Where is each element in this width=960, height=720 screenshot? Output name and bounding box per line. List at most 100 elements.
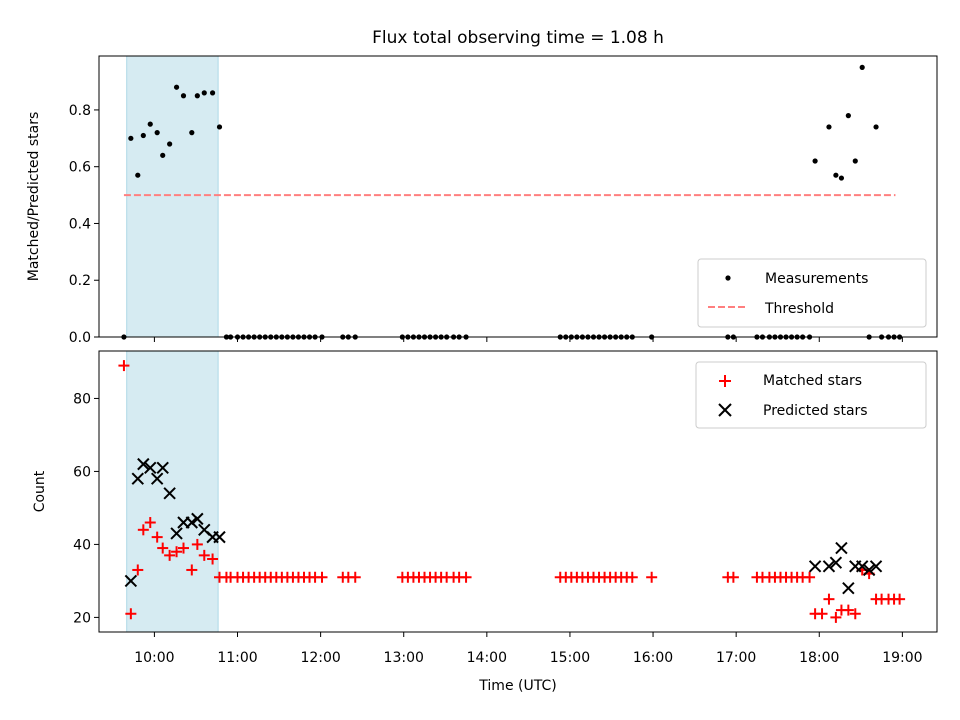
matched-star-point bbox=[804, 571, 816, 583]
measurement-point bbox=[201, 90, 207, 96]
y-tick-label: 0.2 bbox=[69, 273, 91, 289]
measurement-point bbox=[859, 64, 865, 70]
predicted-star-point bbox=[131, 472, 144, 485]
matched-star-point bbox=[125, 608, 137, 620]
predicted-star-point bbox=[185, 516, 199, 529]
x-tick-label: 19:00 bbox=[882, 650, 922, 666]
bottom-y-axis-label: Count bbox=[32, 470, 48, 512]
predicted-star-point bbox=[808, 560, 822, 573]
measurement-point bbox=[852, 158, 858, 164]
top-observing-interval-shade bbox=[126, 55, 219, 338]
top-panel: 0.00.20.40.60.8 Matched/Predicted stars … bbox=[26, 55, 938, 346]
predicted-star-point bbox=[213, 530, 226, 544]
top-legend-box bbox=[697, 258, 927, 328]
measurement-point bbox=[147, 121, 153, 127]
x-tick-label: 10:00 bbox=[134, 650, 174, 666]
matched-star-point bbox=[316, 571, 328, 583]
chart-title: Flux total observing time = 1.08 h bbox=[372, 28, 664, 48]
x-tick-label: 15:00 bbox=[550, 650, 590, 666]
measurement-point bbox=[160, 152, 166, 158]
y-tick-label: 0.0 bbox=[69, 330, 91, 346]
bottom-legend: Matched stars Predicted stars bbox=[695, 361, 927, 429]
matched-star-point bbox=[646, 571, 658, 583]
bottom-y-ticks: 20 40 60 80 bbox=[73, 391, 99, 626]
matched-star-point bbox=[894, 593, 906, 605]
legend-measurements-label: Measurements bbox=[765, 271, 868, 287]
y-tick-label: 80 bbox=[73, 391, 91, 407]
matched-star-point bbox=[164, 549, 176, 561]
y-tick-label: 0.8 bbox=[69, 103, 91, 119]
predicted-star-point bbox=[150, 472, 164, 485]
matched-star-point bbox=[177, 542, 189, 554]
top-legend: Measurements Threshold bbox=[697, 258, 927, 328]
predicted-star-point bbox=[835, 541, 848, 555]
y-tick-label: 0.6 bbox=[69, 160, 91, 176]
matched-star-point bbox=[118, 360, 130, 372]
measurement-point bbox=[140, 132, 146, 139]
predicted-star-point bbox=[170, 527, 183, 540]
predicted-star-point bbox=[822, 560, 836, 573]
bottom-x-ticks: 10:00 11:00 12:00 13:00 14:00 15:00 16:00 17:00… bbox=[134, 632, 923, 666]
measurement-point bbox=[180, 93, 187, 99]
predicted-star-point bbox=[144, 461, 157, 474]
measurement-point bbox=[845, 113, 851, 119]
matched-star-point bbox=[157, 542, 169, 554]
legend-threshold-label: Threshold bbox=[764, 301, 834, 317]
measurement-point bbox=[833, 172, 839, 178]
matched-star-point bbox=[186, 564, 198, 576]
x-tick-label: 17:00 bbox=[716, 650, 756, 666]
y-tick-label: 40 bbox=[73, 537, 91, 553]
measurement-point bbox=[873, 124, 879, 130]
top-y-ticks: 0.0 0.2 0.4 0.6 0.8 bbox=[69, 103, 99, 346]
y-tick-label: 20 bbox=[73, 610, 91, 626]
legend-predicted-marker bbox=[718, 403, 732, 417]
measurement-point bbox=[173, 84, 180, 90]
predicted-star-point bbox=[869, 560, 883, 573]
predicted-star-point bbox=[163, 487, 176, 500]
matched-star-point bbox=[207, 553, 219, 565]
matched-star-point bbox=[144, 517, 156, 529]
matched-star-point bbox=[626, 571, 638, 583]
matched-star-point bbox=[198, 549, 210, 561]
measurement-point bbox=[189, 130, 195, 136]
measurement-point bbox=[135, 172, 141, 178]
y-tick-label: 60 bbox=[73, 464, 91, 480]
x-tick-label: 18:00 bbox=[799, 650, 839, 666]
top-x-ticks bbox=[153, 337, 903, 342]
x-axis-label: Time (UTC) bbox=[478, 678, 556, 694]
matched-star-point bbox=[132, 564, 144, 576]
x-tick-label: 14:00 bbox=[467, 650, 507, 666]
legend-matched-marker bbox=[719, 375, 731, 387]
matched-star-point bbox=[191, 538, 203, 550]
x-tick-label: 13:00 bbox=[384, 650, 424, 666]
matched-star-point bbox=[349, 571, 361, 583]
x-tick-label: 12:00 bbox=[300, 650, 340, 666]
bottom-axes-frame bbox=[98, 350, 938, 633]
matched-star-point bbox=[816, 608, 828, 620]
matched-star-point bbox=[460, 571, 472, 583]
measurement-point bbox=[194, 93, 200, 99]
legend-matched-label: Matched stars bbox=[763, 373, 862, 389]
matched-star-point bbox=[137, 524, 149, 536]
matched-star-point bbox=[171, 546, 183, 558]
bottom-legend-box bbox=[695, 361, 927, 429]
x-tick-label: 11:00 bbox=[217, 650, 257, 666]
measurement-point bbox=[826, 124, 832, 130]
x-tick-label: 16:00 bbox=[633, 650, 673, 666]
measurement-point bbox=[838, 175, 845, 181]
matched-star-point bbox=[842, 604, 854, 616]
matched-star-point bbox=[849, 608, 861, 620]
matched-star-point bbox=[823, 593, 835, 605]
predicted-star-point bbox=[855, 560, 869, 573]
matched-star-point bbox=[151, 531, 163, 543]
legend-measurements-marker bbox=[725, 275, 731, 281]
matched-star-point bbox=[727, 571, 739, 583]
predicted-star-point bbox=[842, 582, 855, 595]
measurement-point bbox=[812, 158, 818, 164]
measurement-point bbox=[209, 90, 216, 96]
measurement-point bbox=[216, 124, 223, 130]
measurement-point bbox=[154, 130, 160, 136]
y-tick-label: 0.4 bbox=[69, 216, 91, 232]
